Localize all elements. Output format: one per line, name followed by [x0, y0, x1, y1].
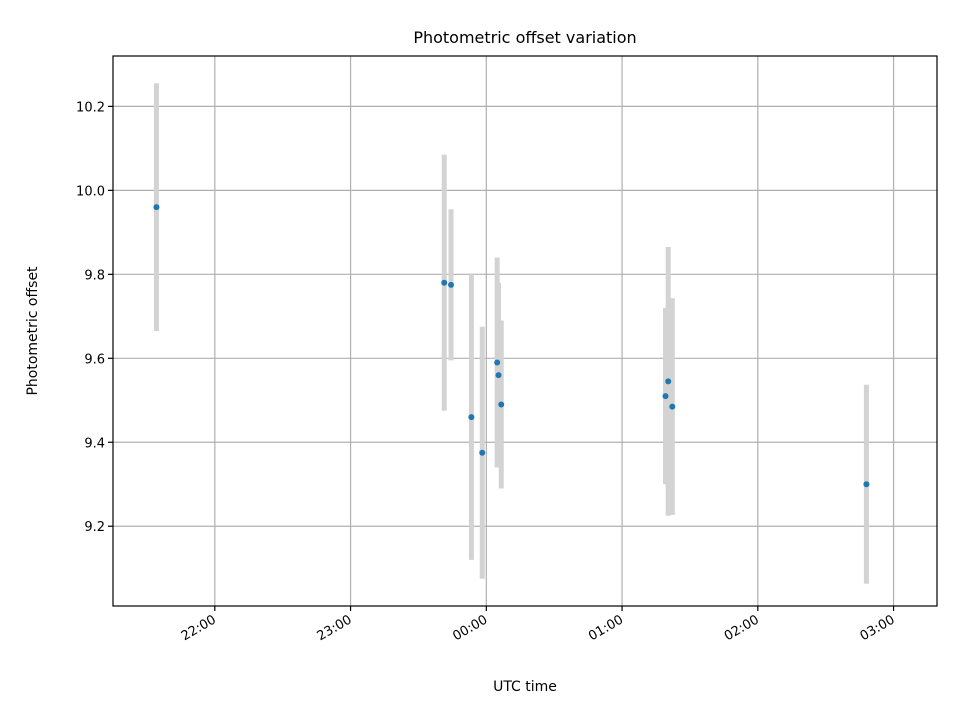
data-point — [665, 378, 672, 385]
y-tick-label: 9.4 — [84, 436, 105, 451]
data-point — [498, 401, 505, 408]
y-tick-label: 9.2 — [84, 520, 105, 535]
y-tick-label: 10.2 — [76, 100, 105, 115]
data-point — [495, 372, 502, 379]
y-axis-label: Photometric offset — [25, 266, 41, 396]
y-axis-ticks: 9.2 9.4 9.6 9.8 10.0 10.2 — [76, 100, 113, 535]
data-points — [153, 204, 870, 488]
x-tick-label: 03:00 — [858, 612, 898, 644]
x-tick-label: 00:00 — [450, 612, 490, 644]
chart-title: Photometric offset variation — [413, 28, 636, 47]
x-tick-label: 22:00 — [179, 612, 219, 644]
y-tick-label: 9.8 — [84, 268, 105, 283]
data-point — [863, 481, 870, 488]
data-point — [448, 281, 455, 288]
x-axis-ticks: 22:00 23:00 00:00 01:00 02:00 03:00 — [179, 606, 898, 644]
grid-lines — [113, 56, 937, 606]
plot-frame — [112, 55, 938, 607]
x-tick-label: 01:00 — [586, 612, 626, 644]
x-axis-label: UTC time — [493, 679, 557, 695]
data-point — [494, 359, 501, 366]
y-tick-label: 9.6 — [84, 352, 105, 367]
data-point — [479, 449, 486, 456]
data-point — [662, 393, 669, 400]
x-tick-label: 02:00 — [722, 612, 762, 644]
data-point — [468, 414, 475, 421]
data-point — [153, 204, 160, 211]
error-bars — [153, 83, 869, 584]
data-point — [441, 279, 448, 286]
y-tick-label: 10.0 — [76, 184, 105, 199]
data-point — [669, 403, 676, 410]
x-tick-label: 23:00 — [315, 612, 355, 644]
